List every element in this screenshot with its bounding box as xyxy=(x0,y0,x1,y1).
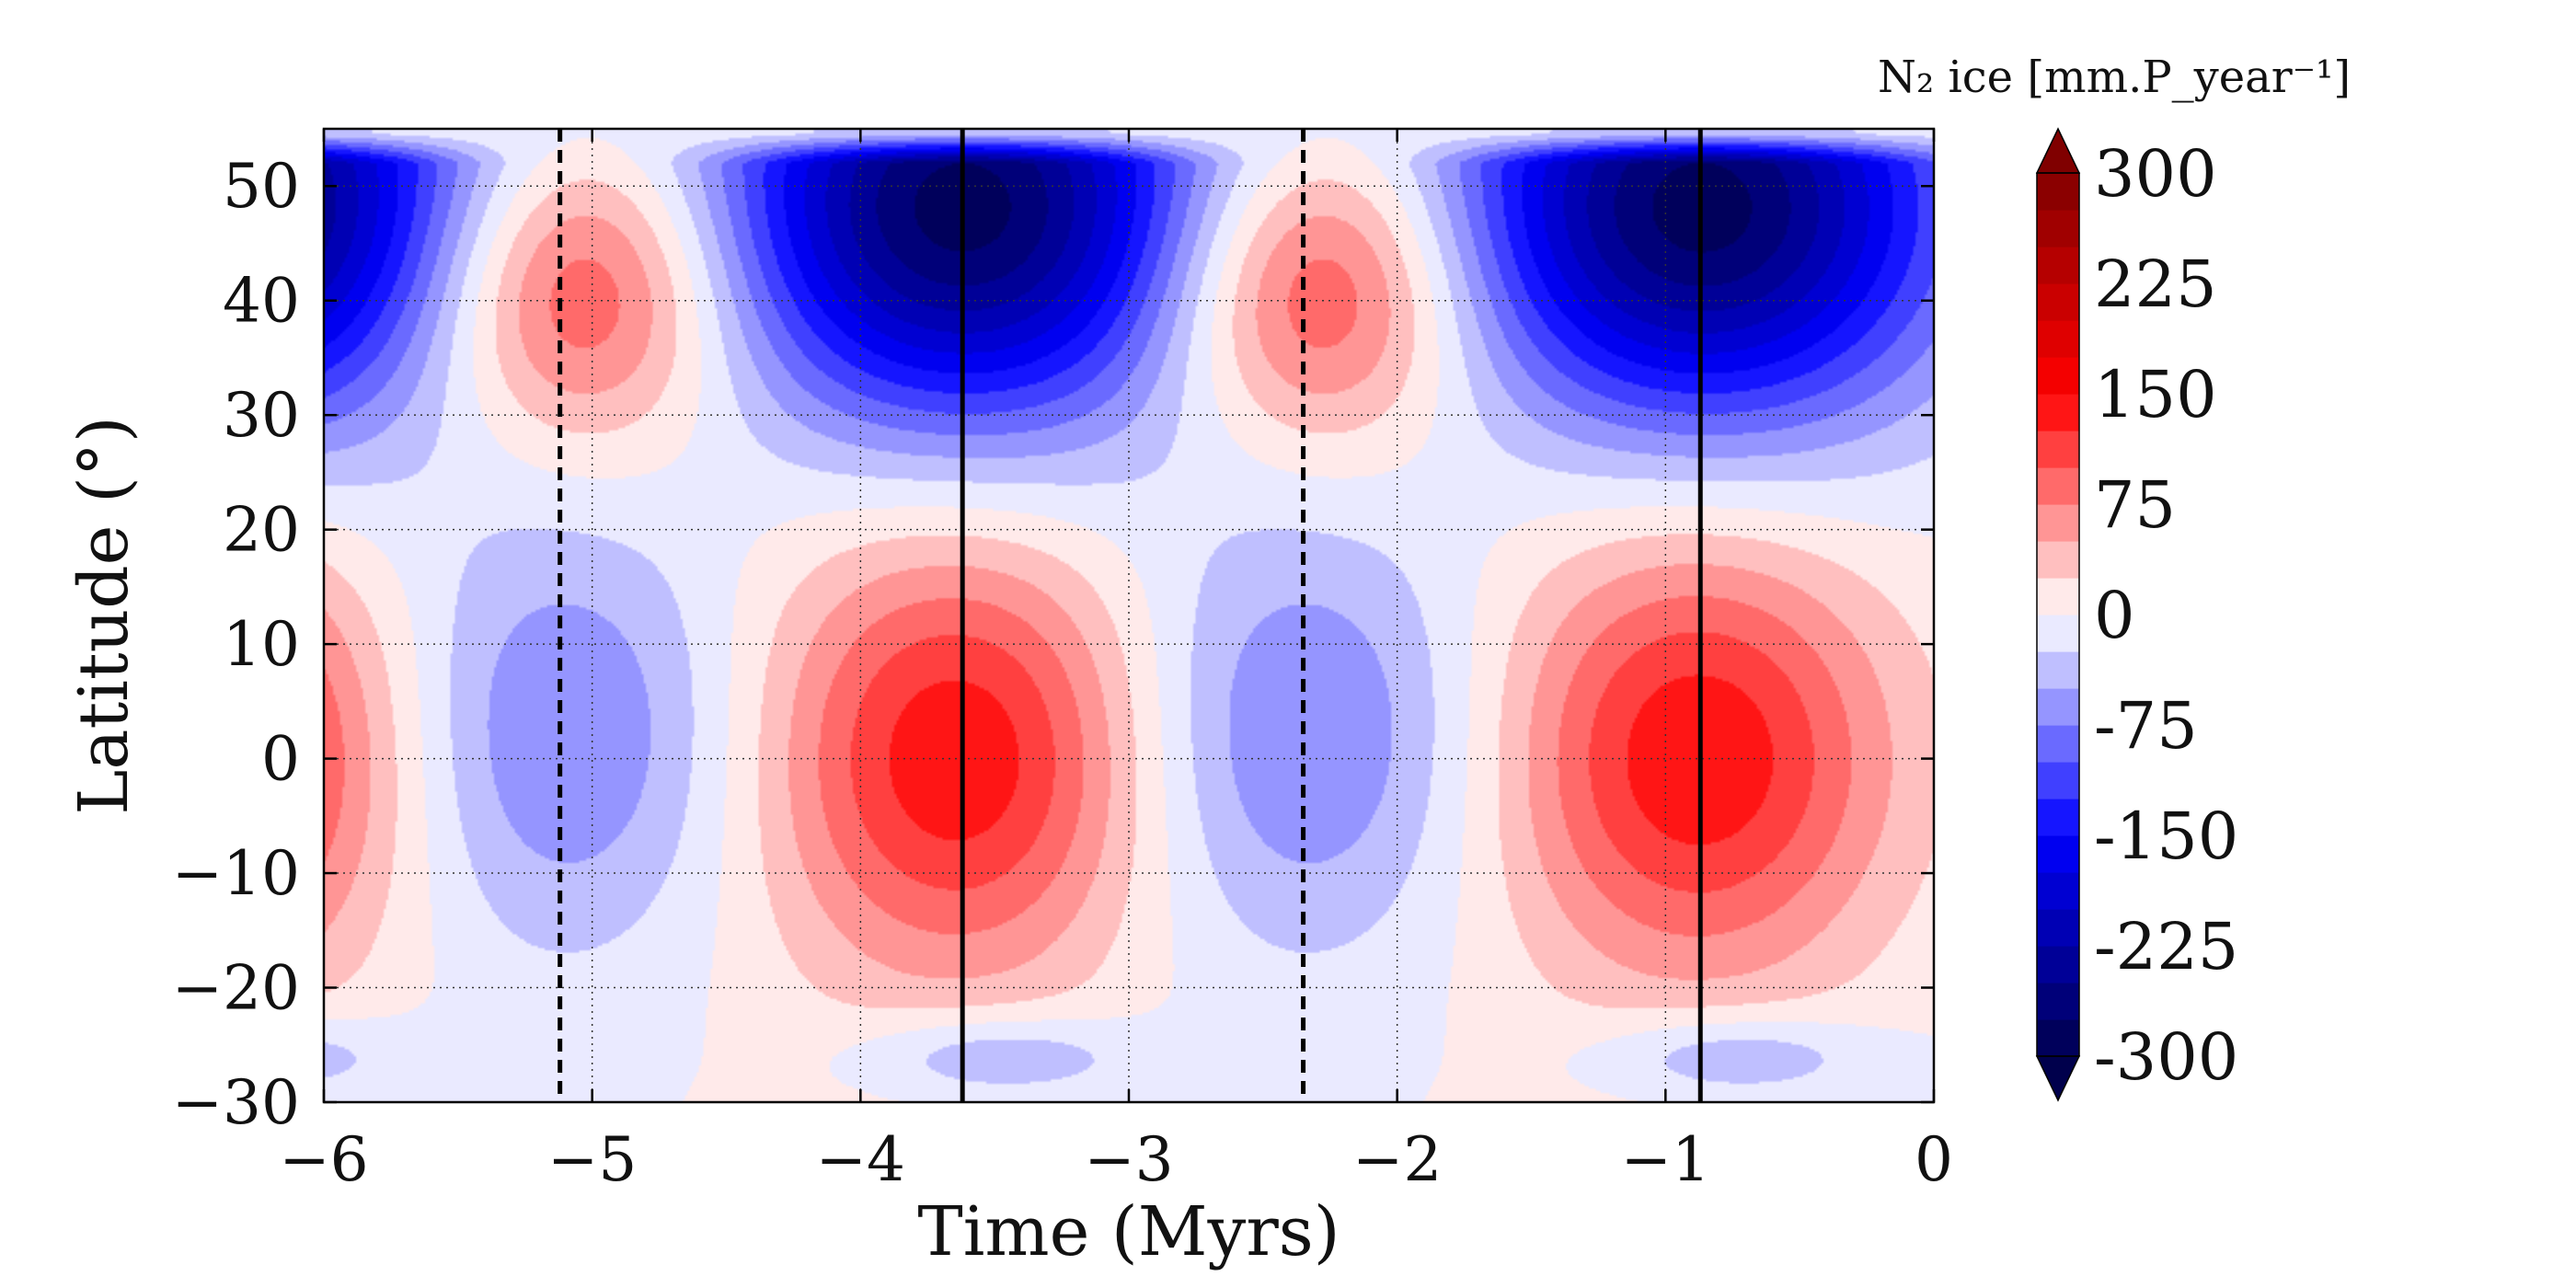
x-tick-label: −3 xyxy=(1084,1124,1173,1195)
colorbar-tick-label: 300 xyxy=(2094,136,2217,212)
colorbar-band xyxy=(2037,541,2079,579)
y-tick-label: −10 xyxy=(172,838,300,909)
colorbar-band xyxy=(2037,725,2079,763)
y-tick-label: 40 xyxy=(223,266,300,337)
colorbar-band xyxy=(2037,283,2079,321)
x-tick-label: −6 xyxy=(279,1124,368,1195)
colorbar-extend-max xyxy=(2035,127,2081,174)
colorbar-band xyxy=(2037,946,2079,983)
colorbar-band xyxy=(2037,762,2079,799)
y-tick-label: 50 xyxy=(223,151,300,222)
colorbar-band xyxy=(2037,835,2079,873)
colorbar-tick-label: 150 xyxy=(2094,357,2217,432)
y-tick-label: −30 xyxy=(172,1067,300,1138)
y-tick-label: 10 xyxy=(223,609,300,680)
colorbar-band xyxy=(2037,1019,2079,1057)
time-markers xyxy=(558,129,1703,1102)
y-axis: −30 −20 −10 0 10 20 30 40 50 xyxy=(172,151,1934,1138)
colorbar-band xyxy=(2037,651,2079,689)
colorbar-frame xyxy=(2036,172,2080,1057)
colorbar-band xyxy=(2037,799,2079,836)
colorbar-band xyxy=(2037,872,2079,910)
colorbar-label: N₂ ice [mm.P_year⁻¹] xyxy=(1878,52,2351,103)
y-tick-label: 30 xyxy=(223,380,300,451)
colorbar-band xyxy=(2037,615,2079,652)
colorbar-tick-label: -225 xyxy=(2094,909,2238,984)
colorbar-band xyxy=(2037,394,2079,431)
colorbar-tick-label: -150 xyxy=(2094,799,2238,874)
x-axis: −6 −5 −4 −3 −2 −1 0 xyxy=(279,129,1953,1195)
grid-lines xyxy=(324,129,1934,1102)
colorbar-band xyxy=(2037,320,2079,358)
y-tick-label: −20 xyxy=(172,953,300,1024)
colorbar-band xyxy=(2037,357,2079,395)
colorbar-band xyxy=(2037,247,2079,284)
colorbar-band xyxy=(2037,173,2079,211)
y-tick-label: 0 xyxy=(261,724,300,795)
contour-field xyxy=(324,129,1934,1102)
colorbar-band xyxy=(2037,578,2079,615)
y-tick-label: 20 xyxy=(223,495,300,566)
colorbar-tick-label: 75 xyxy=(2094,467,2176,543)
colorbar-extend-min xyxy=(2035,1055,2081,1102)
colorbar-band xyxy=(2037,504,2079,542)
colorbar-tick-label: -75 xyxy=(2094,688,2198,764)
colorbar-band xyxy=(2037,983,2079,1020)
x-tick-label: −5 xyxy=(547,1124,637,1195)
colorbar-band xyxy=(2037,688,2079,726)
colorbar-band xyxy=(2037,467,2079,505)
x-tick-label: −1 xyxy=(1621,1124,1710,1195)
colorbar: 300 225 150 75 0 -75 -150 -225 -300 xyxy=(2035,127,2238,1102)
colorbar-band xyxy=(2037,210,2079,247)
colorbar-tick-label: -300 xyxy=(2094,1019,2238,1095)
x-axis-label: Time (Myrs) xyxy=(917,1192,1340,1271)
colorbar-tick-label: 0 xyxy=(2094,578,2135,653)
colorbar-tick-label: 225 xyxy=(2094,247,2217,322)
colorbar-band xyxy=(2037,909,2079,947)
colorbar-band xyxy=(2037,431,2079,468)
x-tick-label: −4 xyxy=(816,1124,905,1195)
x-tick-label: −2 xyxy=(1352,1124,1442,1195)
y-axis-label: Latitude (°) xyxy=(64,416,144,815)
x-tick-label: 0 xyxy=(1915,1124,1953,1195)
